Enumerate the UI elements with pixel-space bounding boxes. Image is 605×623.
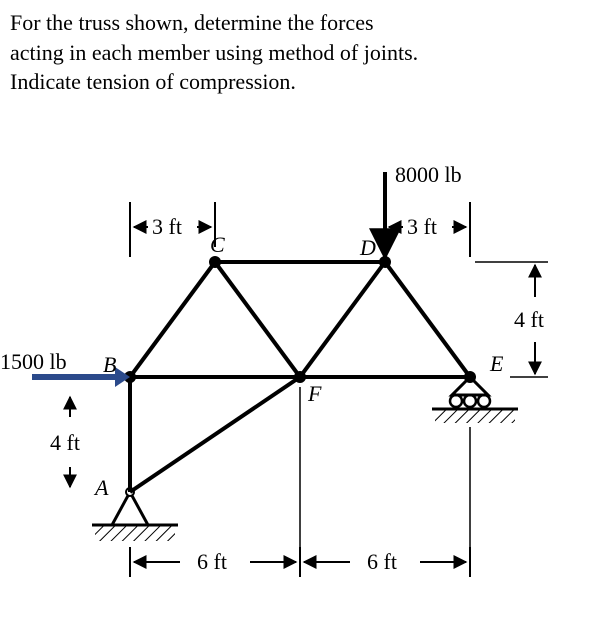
member-DE (385, 262, 470, 377)
member-DF (300, 262, 385, 377)
dim-6ft-left: 6 ft (130, 547, 300, 577)
dim-6ft-right-label: 6 ft (367, 549, 397, 574)
node-label-e: E (489, 351, 504, 376)
node-label-d: D (359, 235, 376, 260)
dim-4ft-right: 4 ft (475, 262, 548, 377)
support-e (432, 373, 518, 423)
problem-line-3: Indicate tension of compression. (10, 69, 296, 94)
truss-svg: 8000 lb 1500 lb 3 ft 3 ft 4 ft 4 ft (0, 97, 605, 597)
member-AF (130, 377, 300, 492)
dim-3ft-left: 3 ft (130, 202, 215, 257)
dim-4ft-left: 4 ft (50, 397, 80, 487)
problem-line-1: For the truss shown, determine the force… (10, 10, 374, 35)
force-8000-label: 8000 lb (395, 162, 462, 187)
dim-6ft-left-label: 6 ft (197, 549, 227, 574)
force-8000: 8000 lb (385, 162, 462, 257)
truss-nodes (124, 256, 476, 383)
dim-4ft-right-label: 4 ft (514, 307, 544, 332)
dim-4ft-left-label: 4 ft (50, 430, 80, 455)
truss-figure: 8000 lb 1500 lb 3 ft 3 ft 4 ft 4 ft (0, 97, 605, 597)
node-label-b: B (103, 352, 116, 377)
node-label-c: C (210, 232, 225, 257)
dim-3ft-right: 3 ft (389, 202, 470, 257)
force-1500-label: 1500 lb (0, 349, 67, 374)
dim-6ft-right: 6 ft (304, 547, 470, 577)
problem-statement: For the truss shown, determine the force… (0, 0, 605, 97)
node-label-f: F (307, 381, 322, 406)
member-BC (130, 262, 215, 377)
member-CF (215, 262, 300, 377)
dim-3ft-left-label: 3 ft (152, 214, 182, 239)
dim-3ft-right-label: 3 ft (407, 214, 437, 239)
problem-line-2: acting in each member using method of jo… (10, 40, 418, 65)
node-label-a: A (93, 475, 109, 500)
